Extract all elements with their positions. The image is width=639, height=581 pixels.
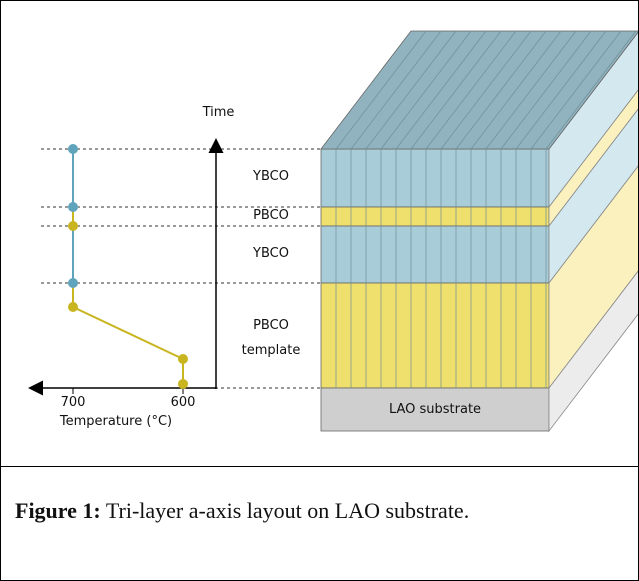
layer-label: PBCO (236, 208, 306, 223)
caption-text: Figure 1: Tri-layer a-axis layout on LAO… (15, 489, 624, 532)
caption: Figure 1: Tri-layer a-axis layout on LAO… (1, 466, 638, 581)
substrate-label: LAO substrate (321, 402, 549, 417)
axis-label: Temperature (°C) (31, 414, 201, 429)
profile (73, 149, 183, 384)
layer-label: YBCO (236, 246, 306, 261)
block-part (321, 149, 549, 207)
block-part (321, 226, 549, 283)
block-part (321, 283, 549, 388)
caption-body: Tri-layer a-axis layout on LAO substrate… (106, 498, 469, 523)
time-label: Time (191, 105, 246, 120)
block-part (321, 207, 549, 226)
layer-label: PBCO template (236, 313, 306, 363)
tick-label: 700 (48, 395, 98, 410)
caption-label: Figure 1: (15, 498, 101, 523)
tick-label: 600 (158, 395, 208, 410)
layer-label: YBCO (236, 169, 306, 184)
figure-page: Time 700 600 Temperature (°C) YBCO PBCO … (0, 0, 639, 581)
layer-stack (321, 31, 638, 431)
